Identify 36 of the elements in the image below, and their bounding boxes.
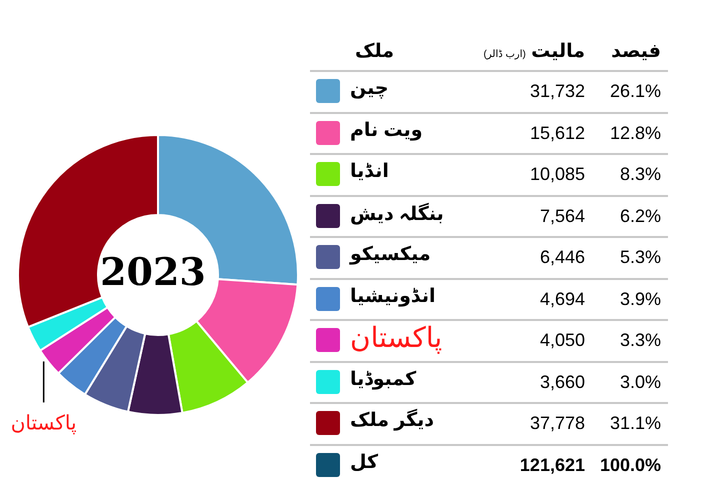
legend-label: بنگلہ دیش (350, 202, 444, 226)
data-label: 3,660 (538, 372, 585, 392)
text: فیصد (611, 40, 661, 63)
data-label: 6,446 (538, 247, 585, 268)
text: 3.9% (618, 288, 661, 310)
data-label: 4,694 (538, 288, 585, 310)
text: 100.0% (598, 454, 661, 476)
text: 8.3% (618, 164, 661, 185)
text: 6.2% (618, 206, 661, 226)
text: کل (350, 450, 378, 474)
data-label: 31,732 (528, 81, 585, 102)
data-label: 10,085 (528, 164, 585, 185)
data-label: 37,778 (528, 413, 585, 434)
text: 121,621 (520, 454, 585, 474)
text: مالیت (531, 41, 585, 62)
text: 3.3% (618, 330, 661, 351)
legend-label: ویت نام (350, 118, 423, 142)
text: 12.8% (608, 122, 661, 144)
text: 26.1% (608, 81, 661, 102)
legend-label: انڈونیشیا (350, 284, 436, 308)
text: 2023 (100, 249, 206, 294)
data-label: 4,050 (538, 330, 585, 351)
legend-label: دیگر ملک (350, 409, 434, 432)
data-label: 7,564 (538, 206, 585, 226)
legend-label: انڈیا (350, 160, 389, 183)
slice-label: پاکستان (10, 412, 77, 434)
text: ملک (355, 40, 394, 63)
legend-label: کمبوڈیا (350, 368, 416, 390)
text: (ارب ڈالر) (484, 49, 526, 60)
legend-label: چین (350, 77, 389, 100)
legend-label: میکسیکو (350, 243, 431, 266)
data-label: 15,612 (528, 122, 585, 144)
legend-label: پاکستان (350, 321, 442, 354)
text: 31.1% (608, 413, 661, 434)
text: 3.0% (618, 372, 661, 392)
text: 5.3% (618, 247, 661, 268)
